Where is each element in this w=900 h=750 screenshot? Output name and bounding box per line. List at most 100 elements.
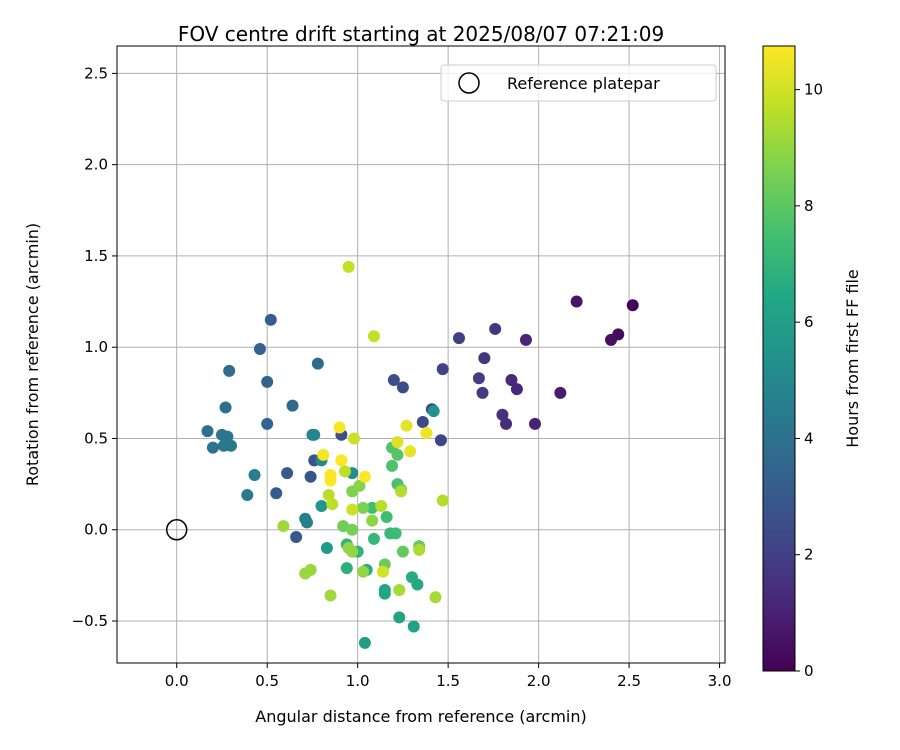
colorbar-tick-label: 6 — [804, 313, 814, 331]
legend-entry-reference-platepar: Reference platepar — [507, 74, 660, 93]
colorbar-tick-label: 10 — [804, 81, 823, 99]
scatter-point — [241, 489, 254, 502]
scatter-point — [342, 260, 355, 273]
scatter-point — [324, 589, 337, 602]
scatter-point — [434, 434, 447, 447]
scatter-point — [264, 313, 277, 326]
chart-title: FOV centre drift starting at 2025/08/07 … — [178, 22, 664, 46]
scatter-point — [286, 399, 299, 412]
scatter-point — [346, 503, 359, 516]
scatter-point — [393, 583, 406, 596]
scatter-point — [478, 352, 491, 365]
grid-lines — [117, 46, 725, 663]
scatter-point — [315, 500, 328, 513]
scatter-point — [253, 343, 266, 356]
scatter-point — [436, 363, 449, 376]
scatter-point — [496, 408, 509, 421]
scatter-point — [353, 479, 366, 492]
plot-frame — [116, 45, 726, 664]
scatter-point — [413, 543, 426, 556]
colorbar-tick-label: 8 — [804, 197, 814, 215]
scatter-point — [248, 468, 261, 481]
scatter-point — [367, 330, 380, 343]
scatter-point — [500, 417, 513, 430]
scatter-point — [301, 516, 313, 529]
scatter-point — [396, 381, 409, 394]
x-tick-label: 0.5 — [255, 672, 279, 690]
colorbar-ticks: 0 2 4 6 8 10 — [795, 81, 823, 680]
scatter-point — [453, 332, 465, 345]
scatter-point — [387, 374, 400, 387]
scatter-point — [357, 501, 370, 514]
scatter-point — [626, 299, 639, 312]
x-tick-label: 2.5 — [617, 672, 641, 690]
scatter-point — [367, 532, 380, 545]
scatter-point — [472, 372, 485, 385]
scatter-point — [201, 425, 214, 438]
scatter-point — [436, 494, 449, 507]
scatter-point — [377, 565, 389, 578]
scatter-point — [311, 357, 324, 370]
scatter-point — [366, 501, 379, 514]
scatter-point — [519, 333, 532, 346]
scatter-point — [416, 416, 429, 429]
scatter-points — [201, 260, 639, 649]
x-tick-label: 0.0 — [165, 672, 189, 690]
scatter-point — [358, 636, 371, 649]
y-tick-label: 2.5 — [84, 64, 108, 82]
scatter-point — [281, 467, 294, 480]
scatter-point — [299, 567, 312, 580]
scatter-point — [335, 454, 348, 467]
legend: Reference platepar — [440, 64, 717, 102]
scatter-point — [357, 565, 370, 578]
scatter-point — [380, 510, 393, 523]
x-tick-label: 3.0 — [708, 672, 732, 690]
scatter-point — [386, 459, 399, 472]
scatter-point — [391, 436, 404, 449]
legend-marker — [458, 72, 480, 94]
y-tick-label: 1.5 — [84, 247, 108, 265]
colorbar-tick-label: 2 — [804, 546, 814, 564]
scatter-point — [395, 485, 408, 498]
scatter-point — [340, 562, 353, 575]
scatter-point — [320, 541, 333, 554]
scatter-point — [396, 545, 409, 558]
scatter-point — [337, 520, 350, 533]
scatter-point — [427, 405, 440, 418]
scatter-point — [348, 432, 361, 445]
scatter-point — [378, 587, 391, 600]
scatter-point — [375, 500, 388, 513]
scatter-point — [400, 419, 413, 432]
scatter-point — [554, 386, 567, 399]
scatter-point — [570, 295, 583, 308]
x-tick-label: 1.0 — [346, 672, 370, 690]
scatter-point — [221, 430, 234, 443]
y-tick-label: −0.5 — [72, 612, 108, 630]
x-axis-label: Angular distance from reference (arcmin) — [255, 707, 586, 726]
scatter-point — [529, 417, 541, 430]
scatter-point — [393, 611, 406, 624]
scatter-point — [404, 445, 417, 458]
scatter-point — [510, 383, 523, 396]
scatter-point — [346, 545, 359, 558]
colorbar-label: Hours from first FF file — [843, 269, 862, 448]
y-tick-label: 0.0 — [84, 521, 108, 539]
scatter-point — [429, 591, 442, 604]
y-axis-label: Rotation from reference (arcmin) — [23, 223, 42, 486]
scatter-point — [366, 514, 379, 527]
reference-marker — [165, 518, 188, 541]
scatter-point — [223, 364, 236, 377]
y-tick-label: 1.0 — [84, 338, 108, 356]
x-tick-label: 1.5 — [436, 672, 460, 690]
scatter-point — [389, 527, 402, 540]
colorbar: 0 2 4 6 8 10 Hours from first FF file — [762, 45, 862, 680]
scatter-point — [304, 470, 317, 483]
colorbar-tick-label: 0 — [804, 662, 814, 680]
scatter-point — [308, 428, 321, 441]
scatter-point — [391, 448, 404, 461]
x-axis-ticks: 0.0 0.5 1.0 1.5 2.0 2.5 3.0 — [165, 663, 732, 690]
scatter-point — [277, 520, 290, 533]
scatter-point — [476, 386, 489, 399]
scatter-point — [405, 571, 418, 584]
